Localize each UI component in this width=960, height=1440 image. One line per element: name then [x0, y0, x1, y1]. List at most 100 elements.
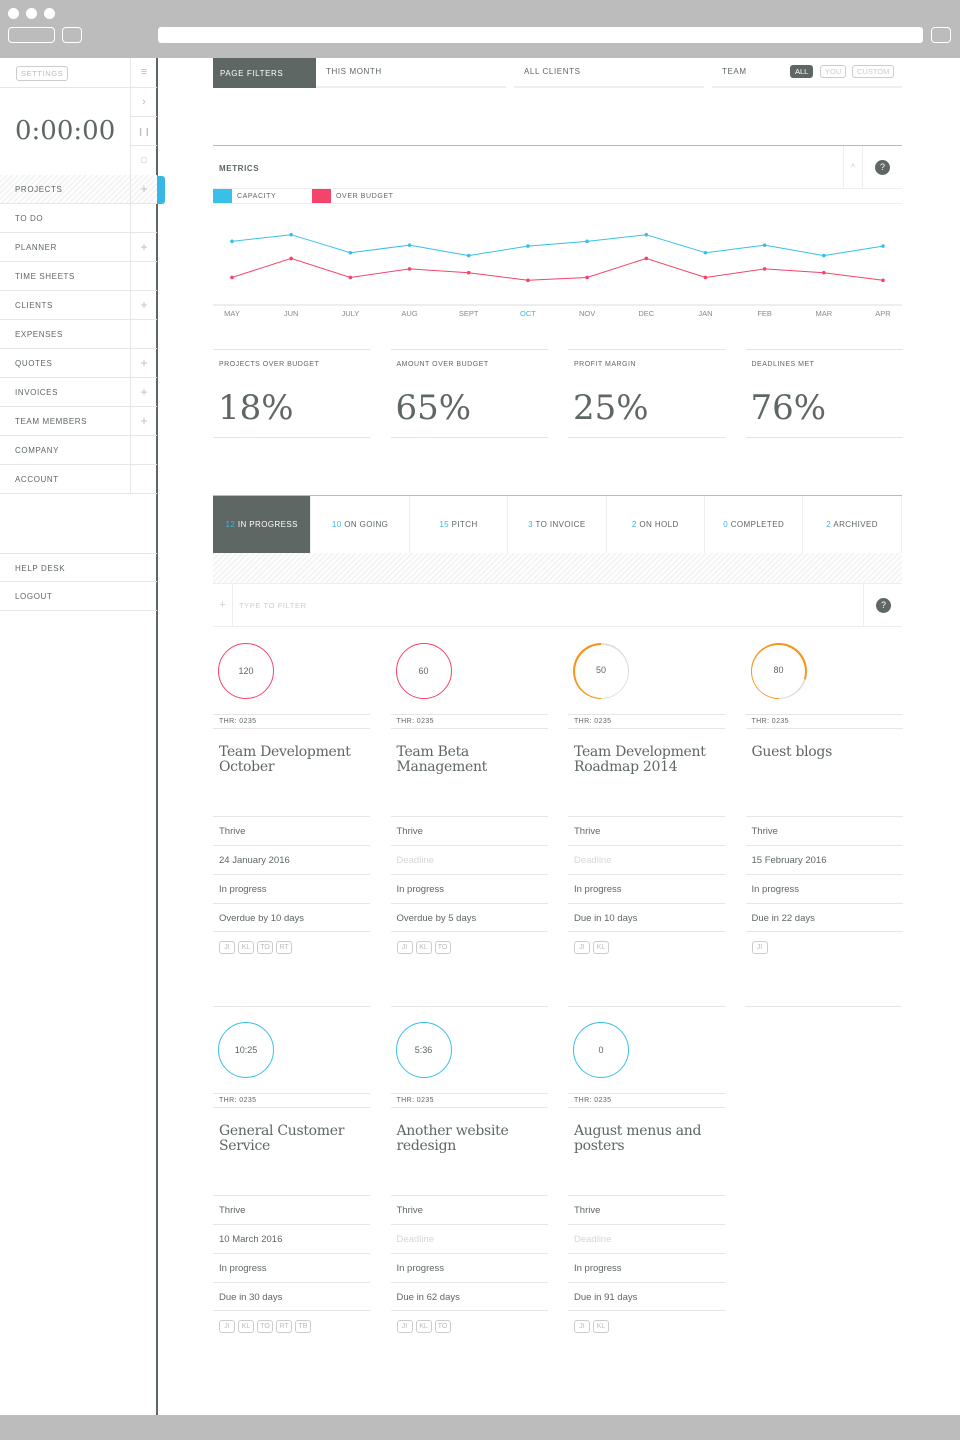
team-member-tag[interactable]: KL	[415, 941, 432, 954]
active-indicator	[157, 176, 165, 204]
team-member-tag[interactable]: KL	[593, 941, 609, 954]
close-window-dot[interactable]	[8, 8, 19, 19]
project-title[interactable]: Team Beta Management	[396, 744, 488, 775]
filter-help-icon[interactable]: ?	[876, 598, 891, 613]
data-point	[348, 275, 353, 280]
team-member-tag[interactable]: TO	[257, 941, 273, 954]
team-member-tag[interactable]: KL	[593, 1320, 609, 1333]
sidebar-item-label: PLANNER	[15, 243, 57, 252]
team-member-tag[interactable]: JI	[396, 941, 413, 954]
team-filter-label: TEAM	[712, 58, 902, 88]
tab-on-hold[interactable]: 2 ON HOLD	[607, 496, 705, 553]
data-point	[230, 239, 234, 244]
pause-icon[interactable]: ❙❙	[131, 117, 157, 146]
tab-in-progress[interactable]: 12 IN PROGRESS	[213, 496, 312, 553]
filter-input[interactable]: TYPE TO FILTER	[239, 601, 307, 610]
plus-icon[interactable]: +	[130, 175, 157, 204]
ring-value: 5:36	[414, 1045, 433, 1055]
tab-completed[interactable]: 0 COMPLETED	[705, 496, 804, 553]
browser-tab-button[interactable]	[62, 27, 82, 43]
data-point	[644, 232, 649, 237]
play-icon[interactable]: ›	[131, 88, 157, 117]
team-member-tag[interactable]: TO	[434, 941, 451, 954]
team-member-tag[interactable]: JI	[219, 1320, 235, 1333]
sidebar-item-invoices[interactable]: INVOICES +	[0, 378, 157, 407]
project-card[interactable]: 50 THR: 0235 Team Development Roadmap 20…	[568, 635, 725, 965]
minimize-window-dot[interactable]	[26, 8, 37, 19]
sidebar-item-planner[interactable]: PLANNER +	[0, 233, 157, 262]
stop-icon[interactable]: □	[141, 155, 147, 165]
project-card[interactable]: 80 THR: 0235 Guest blogs Thrive 15 Febru…	[745, 635, 903, 965]
project-card[interactable]: 60 THR: 0235 Team Beta Management Thrive…	[390, 635, 548, 965]
data-point	[881, 278, 885, 283]
team-member-tag[interactable]: JI	[751, 941, 768, 954]
team-all-button[interactable]: ALL	[790, 65, 814, 78]
tab-on-going[interactable]: 10 ON GOING	[311, 496, 410, 553]
team-member-tag[interactable]: JI	[574, 1320, 590, 1333]
tab-archived[interactable]: 2 ARCHIVED	[803, 496, 902, 553]
tab-to-invoice[interactable]: 3 TO INVOICE	[508, 496, 607, 553]
team-member-tag[interactable]: JI	[574, 941, 590, 954]
project-title[interactable]: Guest blogs	[751, 744, 833, 760]
x-tick-label: AUG	[401, 309, 417, 318]
project-card[interactable]: 10:25 THR: 0235 General Customer Service…	[213, 1014, 370, 1344]
browser-menu-button[interactable]	[931, 27, 951, 43]
project-client: Thrive	[213, 1195, 370, 1224]
browser-nav-button[interactable]	[8, 27, 55, 43]
team-member-tag[interactable]: RT	[276, 941, 292, 954]
help-icon[interactable]: ?	[875, 160, 890, 175]
plus-icon[interactable]: +	[130, 407, 157, 436]
project-status: In progress	[390, 1253, 548, 1282]
project-card[interactable]: 0 THR: 0235 August menus and posters Thr…	[568, 1014, 725, 1344]
metrics-title: METRICS	[219, 164, 260, 173]
settings-button[interactable]: SETTINGS	[16, 66, 69, 81]
kpi-label: AMOUNT OVER BUDGET	[396, 361, 489, 368]
plus-icon[interactable]: +	[130, 233, 157, 262]
team-custom-button[interactable]: CUSTOM	[852, 65, 895, 78]
plus-icon[interactable]: +	[130, 349, 157, 378]
sidebar-item-projects[interactable]: PROJECTS +	[0, 175, 157, 204]
sidebar-item-help-desk[interactable]: HELP DESK	[0, 553, 157, 582]
team-you-button[interactable]: YOU	[820, 65, 847, 78]
project-card[interactable]: 120 THR: 0235 Team Development October T…	[213, 635, 370, 965]
team-member-tag[interactable]: KL	[238, 941, 254, 954]
team-member-tag[interactable]: TB	[295, 1320, 311, 1333]
team-member-tag[interactable]: TO	[257, 1320, 273, 1333]
period-filter[interactable]: THIS MONTH	[316, 58, 506, 88]
sidebar-item-account[interactable]: ACCOUNT	[0, 465, 157, 494]
clients-filter[interactable]: ALL CLIENTS	[514, 58, 704, 88]
sidebar-item-logout[interactable]: LOGOUT	[0, 582, 157, 611]
project-title[interactable]: Team Development Roadmap 2014	[574, 744, 706, 775]
menu-icon[interactable]: ≡	[130, 58, 157, 88]
project-deadline: 24 January 2016	[213, 845, 370, 874]
sidebar-item-clients[interactable]: CLIENTS +	[0, 291, 157, 320]
project-title[interactable]: Another website redesign	[396, 1123, 509, 1154]
sidebar-item-expenses[interactable]: EXPENSES	[0, 320, 157, 349]
team-member-tag[interactable]: JI	[396, 1320, 413, 1333]
tab-pitch[interactable]: 15 PITCH	[410, 496, 509, 553]
sidebar-item-company[interactable]: COMPANY	[0, 436, 157, 465]
add-project-icon[interactable]: +	[213, 584, 233, 626]
filter-bar: + TYPE TO FILTER ?	[213, 583, 902, 627]
project-title[interactable]: Team Development October	[219, 744, 351, 775]
team-member-tag[interactable]: JI	[219, 941, 235, 954]
plus-icon[interactable]: +	[130, 378, 157, 407]
team-member-tag[interactable]: RT	[276, 1320, 292, 1333]
sidebar-item-quotes[interactable]: QUOTES +	[0, 349, 157, 378]
project-title[interactable]: August menus and posters	[574, 1123, 702, 1154]
chart-legend: CAPACITY OVER BUDGET	[213, 189, 902, 204]
project-code: THR: 0235	[745, 714, 903, 729]
maximize-window-dot[interactable]	[44, 8, 55, 19]
address-bar[interactable]	[158, 27, 923, 43]
collapse-icon[interactable]: ^	[843, 146, 863, 189]
kpi-value: 65%	[395, 388, 472, 428]
project-title[interactable]: General Customer Service	[219, 1123, 345, 1154]
sidebar-item-team-members[interactable]: TEAM MEMBERS +	[0, 407, 157, 436]
plus-icon[interactable]: +	[130, 291, 157, 320]
team-member-tag[interactable]: TO	[434, 1320, 451, 1333]
sidebar-item-time-sheets[interactable]: TIME SHEETS	[0, 262, 157, 291]
project-card[interactable]: 5:36 THR: 0235 Another website redesign …	[390, 1014, 548, 1344]
team-member-tag[interactable]: KL	[415, 1320, 432, 1333]
sidebar-item-to-do[interactable]: TO DO	[0, 204, 157, 233]
team-member-tag[interactable]: KL	[238, 1320, 254, 1333]
